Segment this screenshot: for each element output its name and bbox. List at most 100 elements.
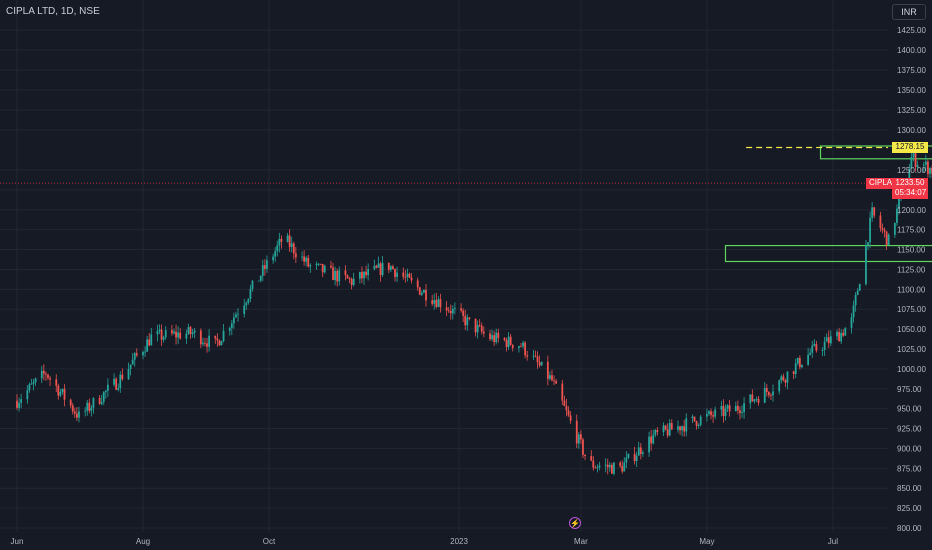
candle-body — [34, 378, 37, 383]
candle-body — [929, 168, 931, 174]
candle-body — [784, 380, 787, 383]
candle-body — [580, 434, 582, 440]
price-tick-label: 1250.00 — [897, 166, 926, 175]
candle-body — [811, 345, 814, 353]
price-tick-label: 1050.00 — [897, 325, 926, 334]
candle-body — [914, 153, 917, 168]
candle-body — [912, 153, 915, 158]
price-tick-label: 900.00 — [897, 444, 922, 453]
candle-body — [838, 331, 840, 342]
candle-body — [408, 273, 411, 278]
candle-body — [119, 374, 122, 388]
candle-body — [871, 207, 874, 218]
candle-body — [497, 332, 500, 339]
candle-body — [549, 375, 551, 379]
candle-body — [86, 402, 89, 411]
price-tick-label: 1325.00 — [897, 106, 926, 115]
candle-body — [509, 336, 512, 345]
candle-body — [478, 325, 481, 326]
candle-body — [786, 371, 789, 383]
candle-body — [520, 346, 522, 348]
candle-body — [728, 405, 731, 412]
candle-body — [503, 338, 506, 341]
candle-body — [173, 331, 175, 334]
candle-body — [102, 392, 105, 402]
candle-body — [69, 399, 72, 406]
price-tick-label: 1025.00 — [897, 345, 926, 354]
candle-body — [511, 344, 514, 348]
candle-body — [358, 272, 361, 279]
candle-body — [598, 465, 601, 468]
candle-body — [706, 413, 708, 417]
candle-body — [425, 289, 427, 301]
candle-body — [57, 385, 60, 396]
zones-layer — [724, 145, 932, 263]
candle-body — [104, 390, 107, 393]
price-tick-label: 1125.00 — [897, 265, 926, 274]
grid-lines — [0, 0, 888, 532]
candle-body — [245, 302, 248, 306]
candle-body — [621, 465, 624, 472]
candle-body — [867, 242, 869, 245]
candle-body — [767, 391, 770, 396]
candle-body — [144, 351, 146, 353]
candle-body — [881, 228, 884, 230]
candle-body — [214, 335, 217, 339]
candle-body — [734, 405, 737, 412]
candle-body — [526, 355, 529, 357]
candle-body — [546, 361, 549, 379]
candle-body — [679, 426, 681, 431]
price-tick-label: 1175.00 — [897, 226, 926, 235]
candle-body — [230, 323, 233, 328]
candle-body — [286, 235, 289, 242]
candle-body — [420, 292, 423, 295]
time-tick-label: Mar — [574, 537, 588, 546]
candle-body — [251, 280, 254, 289]
candle-body — [315, 263, 318, 265]
symbol-badge: CIPLA — [866, 178, 896, 189]
candle-body — [714, 409, 717, 417]
candle-body — [836, 331, 838, 337]
candle-body — [922, 164, 925, 166]
candle-body — [910, 157, 913, 169]
price-tick-label: 975.00 — [897, 385, 922, 394]
candle-body — [127, 368, 130, 380]
candle-body — [844, 327, 847, 336]
candle-body — [392, 266, 394, 270]
candlestick-series — [16, 146, 932, 476]
candle-body — [142, 351, 144, 356]
time-tick-label: Jul — [828, 537, 838, 546]
candle-body — [656, 430, 659, 433]
candle-body — [49, 378, 51, 380]
candle-body — [363, 271, 365, 279]
currency-button[interactable]: INR — [892, 4, 926, 20]
price-tick-label: 1150.00 — [897, 246, 926, 255]
candle-body — [596, 467, 599, 469]
candle-body — [794, 363, 797, 374]
candle-body — [755, 398, 758, 400]
candle-body — [332, 267, 334, 281]
candle-body — [274, 251, 277, 257]
candle-body — [505, 340, 508, 348]
candle-body — [553, 380, 555, 382]
candle-body — [569, 415, 572, 421]
candle-body — [809, 352, 812, 355]
candle-body — [394, 269, 396, 277]
candle-body — [100, 401, 103, 404]
candle-body — [121, 374, 124, 380]
price-tick-label: 950.00 — [897, 405, 922, 414]
candle-body — [361, 272, 363, 279]
candle-body — [106, 384, 109, 391]
candle-body — [619, 462, 622, 466]
candle-body — [199, 330, 202, 345]
candle-body — [280, 238, 283, 242]
lightning-icon[interactable]: ⚡ — [569, 517, 581, 529]
candle-body — [179, 332, 182, 339]
candle-body — [654, 430, 657, 435]
candle-body — [220, 341, 223, 346]
candle-body — [850, 317, 853, 328]
candle-body — [489, 333, 491, 340]
time-tick-label: Oct — [263, 537, 276, 546]
candle-body — [290, 243, 293, 247]
